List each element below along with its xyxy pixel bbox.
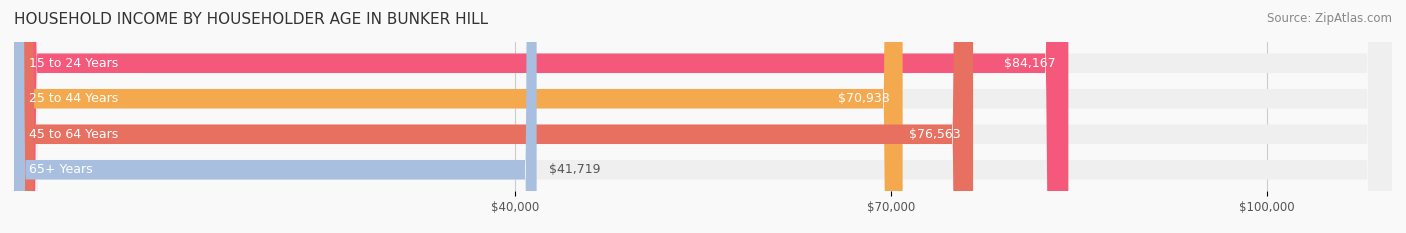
Text: $70,938: $70,938 [838, 92, 890, 105]
FancyBboxPatch shape [14, 0, 1392, 233]
FancyBboxPatch shape [14, 0, 537, 233]
Text: $76,563: $76,563 [908, 128, 960, 141]
Text: 45 to 64 Years: 45 to 64 Years [30, 128, 118, 141]
Text: $41,719: $41,719 [550, 163, 600, 176]
FancyBboxPatch shape [14, 0, 903, 233]
FancyBboxPatch shape [14, 0, 1392, 233]
Text: 65+ Years: 65+ Years [30, 163, 93, 176]
FancyBboxPatch shape [14, 0, 973, 233]
Text: Source: ZipAtlas.com: Source: ZipAtlas.com [1267, 12, 1392, 25]
Text: 15 to 24 Years: 15 to 24 Years [30, 57, 118, 70]
Text: $84,167: $84,167 [1004, 57, 1056, 70]
FancyBboxPatch shape [14, 0, 1069, 233]
FancyBboxPatch shape [14, 0, 1392, 233]
Text: 25 to 44 Years: 25 to 44 Years [30, 92, 118, 105]
Text: HOUSEHOLD INCOME BY HOUSEHOLDER AGE IN BUNKER HILL: HOUSEHOLD INCOME BY HOUSEHOLDER AGE IN B… [14, 12, 488, 27]
FancyBboxPatch shape [14, 0, 1392, 233]
